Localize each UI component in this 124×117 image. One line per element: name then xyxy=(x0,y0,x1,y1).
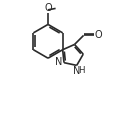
Text: N: N xyxy=(73,66,80,76)
Text: N: N xyxy=(55,57,63,67)
Text: O: O xyxy=(44,3,52,13)
Text: H: H xyxy=(78,66,84,75)
Text: O: O xyxy=(95,30,102,40)
